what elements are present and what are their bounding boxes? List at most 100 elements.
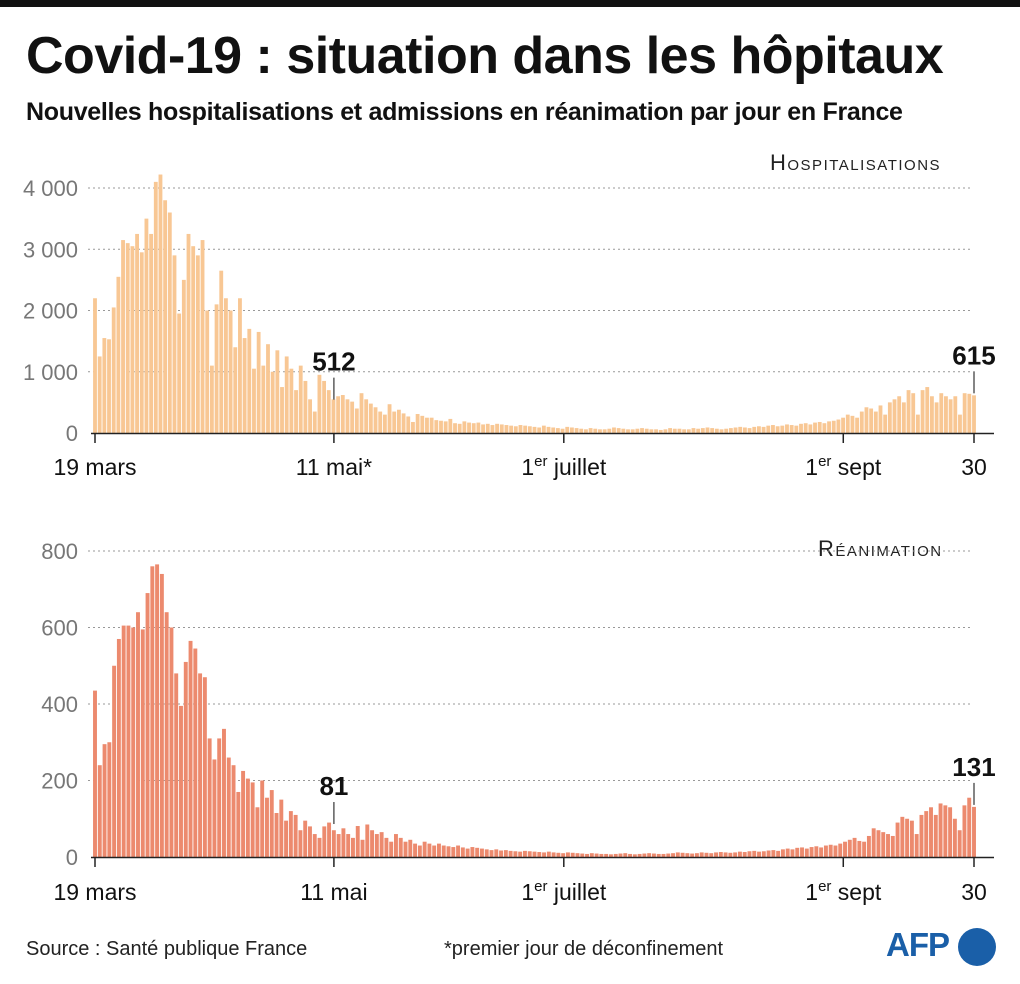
bar — [958, 414, 962, 433]
bar — [690, 853, 695, 857]
bar — [155, 564, 160, 857]
page-subtitle: Nouvelles hospitalisations et admissions… — [26, 98, 903, 126]
bar — [948, 807, 953, 857]
bar — [594, 853, 599, 857]
bar — [532, 426, 537, 433]
bar — [814, 846, 819, 857]
annotation-label: 512 — [312, 347, 355, 377]
bar — [714, 852, 718, 857]
bar — [551, 427, 556, 433]
bar — [256, 331, 261, 433]
bar — [948, 399, 953, 433]
x-tick-label: 19 mars — [53, 879, 136, 905]
bar — [621, 428, 626, 433]
bar — [422, 841, 427, 857]
bar — [144, 218, 149, 433]
y-tick-label: 400 — [41, 692, 78, 717]
bar — [859, 411, 864, 433]
bar — [425, 417, 429, 433]
afp-logo-text: AFP — [886, 926, 950, 963]
bar — [742, 852, 747, 857]
bar — [205, 310, 210, 433]
bar — [757, 426, 761, 433]
bar — [341, 828, 346, 857]
bar — [752, 850, 757, 857]
bar — [252, 368, 256, 433]
y-tick-label: 600 — [41, 616, 78, 641]
bar — [107, 742, 112, 857]
bar — [556, 852, 561, 857]
bar — [919, 814, 924, 857]
bar — [680, 852, 685, 857]
bar — [479, 848, 484, 857]
x-tick-label: 1er sept — [805, 878, 882, 905]
bar — [599, 853, 604, 857]
bar — [845, 414, 850, 433]
bar — [340, 395, 345, 433]
bar — [752, 426, 757, 433]
bar — [174, 673, 179, 857]
bar — [523, 425, 528, 433]
bar — [790, 849, 795, 857]
bar — [266, 344, 270, 433]
bar — [470, 847, 475, 857]
bar — [150, 566, 155, 857]
bar — [771, 850, 776, 857]
bar — [542, 852, 547, 857]
source-note: Source : Santé publique France — [26, 938, 308, 960]
bar — [682, 429, 687, 433]
bar — [934, 402, 939, 433]
bar — [794, 425, 799, 433]
bar — [265, 797, 269, 857]
bar — [368, 403, 373, 433]
bar — [838, 843, 843, 857]
bar — [135, 233, 139, 433]
bar — [612, 427, 616, 433]
bar — [871, 828, 876, 857]
bar — [967, 797, 972, 857]
bar — [226, 757, 231, 857]
bar — [685, 853, 690, 857]
bar — [733, 427, 738, 433]
bar — [663, 429, 668, 433]
bar — [406, 416, 411, 433]
bar — [378, 411, 383, 433]
bar — [396, 409, 401, 433]
bar — [489, 850, 494, 857]
bar — [555, 428, 560, 433]
bar — [200, 240, 205, 433]
x-tick-label: 11 mai* — [296, 454, 372, 480]
bar — [359, 393, 364, 433]
bar — [654, 429, 658, 433]
bar — [775, 426, 780, 433]
bar — [145, 593, 150, 857]
bar — [742, 427, 747, 433]
bar — [457, 423, 462, 433]
bar — [354, 408, 359, 433]
bar — [441, 845, 446, 857]
bar — [411, 421, 415, 433]
bar — [331, 830, 336, 857]
annotation-label: 615 — [952, 340, 995, 370]
bar — [724, 428, 729, 433]
bar — [649, 429, 654, 433]
bar — [785, 424, 789, 433]
x-tick-label: 1er juillet — [521, 878, 607, 905]
bar — [718, 852, 723, 857]
bar — [207, 738, 212, 857]
bar — [351, 837, 355, 857]
bar — [628, 853, 633, 857]
bar — [822, 423, 827, 433]
bar — [804, 848, 809, 857]
bar — [518, 851, 523, 857]
bar — [546, 851, 551, 857]
bar — [747, 851, 752, 857]
bar — [696, 428, 701, 433]
bar — [843, 841, 847, 857]
x-tick-label: 1er sept — [805, 453, 882, 480]
bar — [836, 419, 841, 433]
bar — [728, 852, 733, 857]
bar — [700, 428, 705, 433]
bar — [465, 848, 470, 857]
